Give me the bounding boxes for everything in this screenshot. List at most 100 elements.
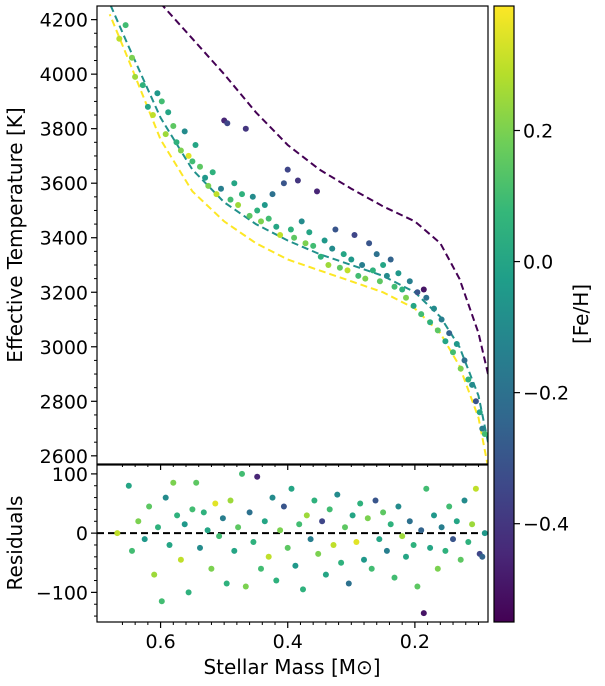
main-data-point [362,275,369,282]
main-data-point [132,73,139,80]
residual-data-point [277,527,284,534]
main-data-point [325,262,332,268]
residual-data-point [300,586,306,593]
main-data-point [434,327,441,334]
residual-data-point [395,503,402,510]
main-data-point [314,188,320,195]
residual-data-point [406,518,413,525]
main-data-point [395,270,402,277]
main-y-tick-label: 3400 [40,228,88,250]
residual-data-point [311,497,318,504]
residual-data-point [219,515,226,522]
main-y-axis: 2600 2800 3000 3200 3400 3600 3800 4000 4200 [40,10,97,468]
main-data-point [403,294,409,301]
model-curve-1 [109,6,488,443]
residual-data-point [334,491,341,498]
residual-data-point [438,524,445,531]
residual-data-point [227,497,234,504]
main-data-point [414,289,421,296]
residual-data-point [288,485,295,492]
residual-data-point [258,565,264,572]
main-data-point [373,251,380,258]
residual-data-point [387,521,394,528]
main-y-tick-label: 2600 [40,446,88,468]
residual-data-point [345,580,352,587]
main-data-point [344,267,351,274]
residual-data-point [465,539,472,545]
x-tick-label: 0.4 [273,631,303,653]
main-data-point [173,139,180,146]
main-data-point [369,267,376,274]
main-data-point [277,232,284,238]
main-data-point [479,425,486,432]
residual-data-point [479,553,486,560]
main-data-point [129,54,135,61]
main-data-point [418,311,425,318]
main-frame [96,5,489,465]
residual-data-point [216,533,223,540]
residual-data-point [376,536,383,543]
residual-data-point [280,503,287,510]
residual-data-point [250,539,257,545]
main-data-point [427,319,434,326]
main-y-tick-label: 3000 [40,337,88,359]
colorbar-tick-label: −0.2 [523,383,569,405]
residual-data-point [189,506,196,513]
residual-data-point [431,512,437,519]
main-data-point [181,128,188,135]
residuals-y-label: Residuals [3,496,27,591]
main-data-point [355,272,362,279]
main-data-point [438,316,445,323]
residual-data-point [420,610,427,617]
residual-data-point [410,542,417,548]
main-y-tick-label: 3200 [40,282,88,304]
main-data-point [348,256,355,263]
main-data-point [391,283,398,290]
main-data-point [242,125,249,132]
main-data-point [231,180,238,187]
main-data-point [258,218,264,225]
residuals-y-tick-label: 0 [76,523,88,545]
main-data-point [351,232,358,238]
residual-data-point [303,512,310,519]
residual-data-point [261,518,268,525]
residual-data-point [322,571,329,578]
residual-data-point [239,470,245,477]
x-axis-label: Stellar Mass [M⊙] [203,655,380,679]
main-data-point [185,152,192,159]
main-data-point [165,109,172,116]
residual-data-point [125,482,132,489]
main-data-point [254,207,261,214]
residual-data-point [427,544,434,551]
main-data-point [189,158,196,165]
model-curves [108,6,488,464]
residuals-y-tick-label: −100 [36,582,88,604]
colorbar-tick-label: −0.4 [523,514,569,536]
residual-data-point [361,556,367,563]
residual-data-point [129,547,135,554]
main-data-point [457,365,464,372]
main-data-point [423,294,430,301]
residual-data-point [442,547,449,554]
residual-data-point [326,506,333,513]
residual-scatter [114,470,488,617]
residual-data-point [446,503,453,510]
main-data-point [481,431,488,437]
main-data-point [302,240,309,247]
residual-data-point [235,524,242,531]
main-data-point [116,35,123,42]
main-data-point [420,286,427,293]
main-data-point [249,193,256,200]
x-tick-label: 0.6 [145,631,175,653]
residual-data-point [135,518,142,525]
main-data-point [224,120,231,127]
colorbar-label: [Fe/H] [569,284,593,344]
main-data-point [359,262,366,268]
main-y-tick-label: 2800 [40,391,88,413]
main-scatter [116,22,488,437]
residual-data-point [174,512,181,519]
residual-data-point [357,500,364,507]
main-data-point [158,98,165,105]
residual-data-point [166,542,173,548]
residual-data-point [197,544,203,551]
